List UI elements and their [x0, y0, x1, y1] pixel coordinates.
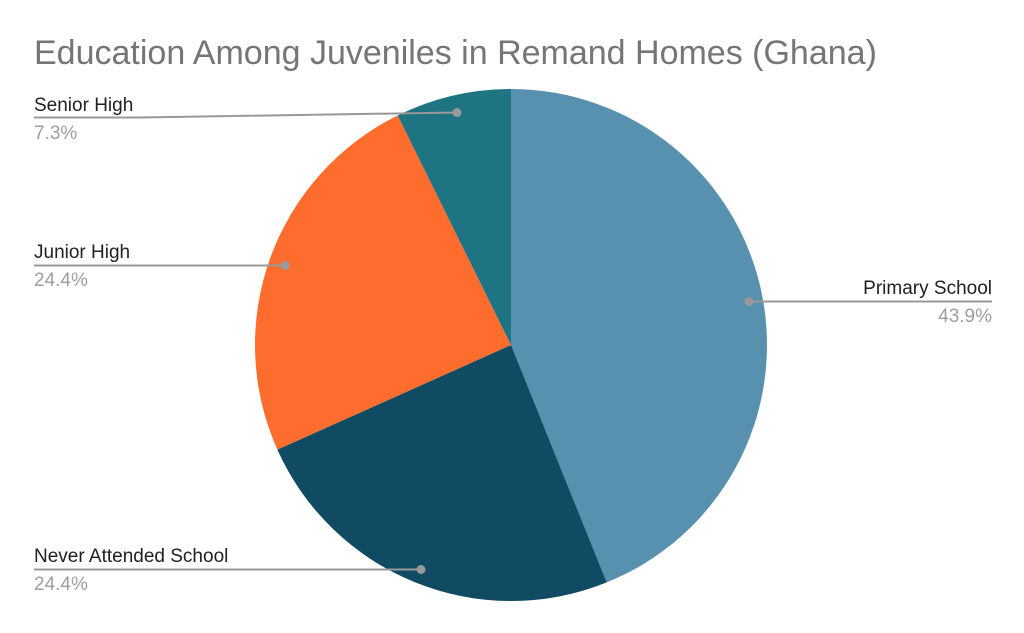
callout-dot-never-attended [416, 565, 426, 574]
callout-primary-school: Primary School 43.9% [863, 277, 992, 329]
callout-label: Junior High [34, 242, 131, 263]
callout-percent: 24.4% [34, 270, 88, 291]
pie-slice-junior-high [255, 115, 511, 450]
callout-percent: 7.3% [34, 123, 78, 144]
callout-percent: 24.4% [34, 574, 88, 595]
callout-dot-primary-school [744, 297, 754, 306]
pie-slice-never-attended-school [277, 345, 607, 602]
chart-title: Education Among Juveniles in Remand Home… [34, 34, 877, 72]
callout-label: Never Attended School [34, 546, 229, 567]
callout-never-attended-school: Never Attended School 24.4% [34, 545, 228, 597]
callout-leader-lines [34, 108, 992, 574]
callout-junior-high: Junior High 24.4% [34, 241, 130, 293]
leader-line-senior-high [34, 111, 458, 119]
pie-slices [255, 89, 768, 602]
pie-slice-senior-high [397, 89, 511, 345]
callout-label: Senior High [34, 95, 134, 116]
pie-slice-primary-school [511, 89, 768, 583]
callout-dot-junior-high [280, 261, 290, 270]
callout-dot-senior-high [452, 108, 462, 117]
callout-label: Primary School [863, 278, 992, 299]
callout-senior-high: Senior High 7.3% [34, 94, 133, 146]
callout-percent: 43.9% [938, 306, 992, 327]
